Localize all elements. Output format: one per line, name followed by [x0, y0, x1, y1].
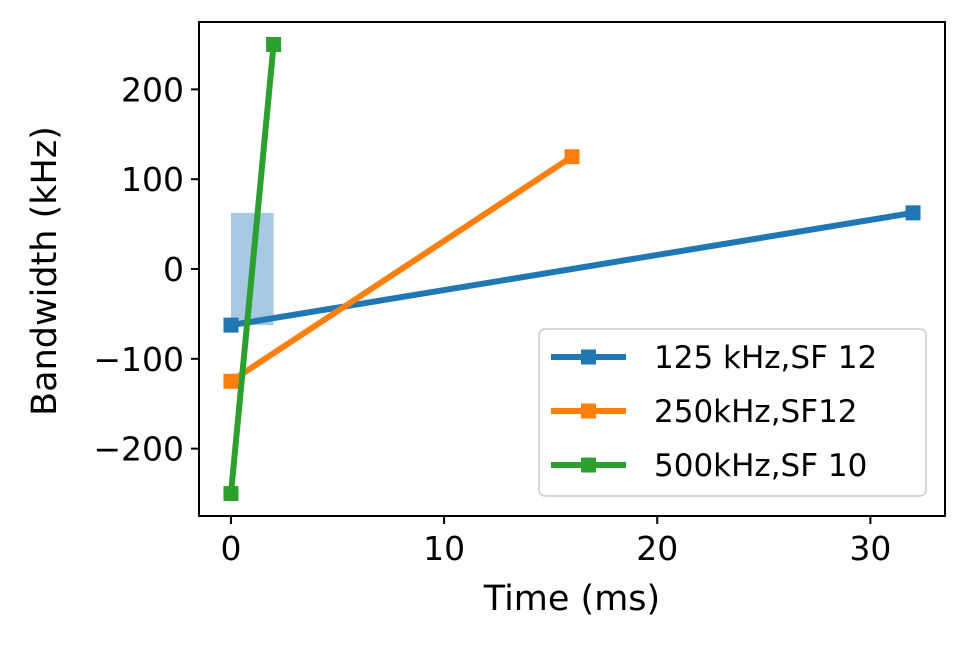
data-point	[266, 36, 282, 52]
data-point	[223, 373, 239, 389]
y-ticks: −200 −100 0 100 200	[93, 70, 199, 469]
legend-label: 125 kHz,SF 12	[654, 340, 877, 376]
legend-swatch-marker	[581, 349, 596, 365]
series-line	[227, 41, 277, 497]
data-point	[564, 149, 580, 165]
x-tick-label: 30	[849, 529, 891, 568]
legend-swatch-marker	[581, 457, 596, 473]
legend-label: 250kHz,SF12	[654, 394, 858, 430]
y-axis-title: Bandwidth (kHz)	[25, 126, 65, 416]
data-point	[223, 486, 239, 502]
series-line	[226, 152, 577, 386]
y-tick-label: 100	[121, 160, 184, 199]
data-point	[223, 317, 239, 333]
legend: 125 kHz,SF 12 250kHz,SF12 500kHz,SF 10	[538, 328, 927, 497]
series-layer	[223, 36, 921, 502]
y-tick-label: 0	[163, 250, 184, 289]
series-line	[227, 209, 917, 329]
x-tick-label: 10	[423, 529, 465, 568]
legend-swatch-marker	[581, 403, 596, 419]
y-tick-label: −200	[93, 430, 184, 469]
x-tick-label: 20	[636, 529, 678, 568]
y-tick-label: 200	[121, 70, 184, 109]
y-tick-label: −100	[93, 340, 184, 379]
legend-box	[538, 328, 927, 497]
x-tick-label: 0	[220, 529, 241, 568]
x-axis-title: Time (ms)	[483, 579, 660, 619]
data-point	[905, 205, 921, 221]
x-ticks: 0 10 20 30	[220, 516, 891, 568]
legend-label: 500kHz,SF 10	[654, 448, 867, 484]
